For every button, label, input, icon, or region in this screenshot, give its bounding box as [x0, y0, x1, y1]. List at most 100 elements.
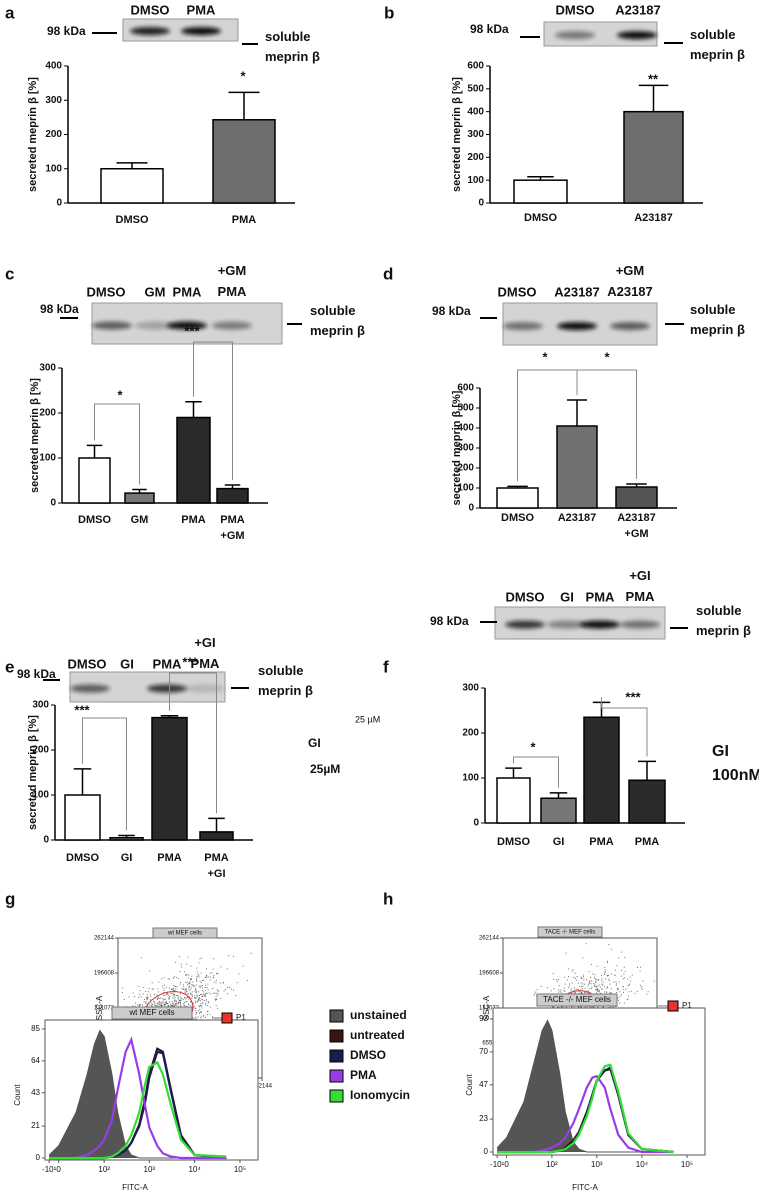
panel-letter: d [383, 264, 393, 283]
bar [79, 458, 110, 503]
event-dot [203, 980, 204, 981]
event-dot [163, 988, 164, 989]
event-dot [188, 988, 189, 989]
event-dot [191, 978, 192, 979]
event-dot [621, 952, 622, 953]
event-dot [137, 1005, 138, 1006]
event-dot [558, 989, 559, 990]
event-dot [202, 1002, 203, 1003]
event-dot [627, 999, 628, 1000]
event-dot [596, 990, 597, 991]
event-dot [194, 995, 195, 996]
event-dot [559, 985, 560, 986]
event-dot [205, 987, 206, 988]
bar [557, 426, 597, 508]
x-tick-label: A23187+GM [617, 512, 656, 540]
event-dot [183, 1003, 184, 1004]
event-dot [190, 989, 191, 990]
lane-label: DMSO [556, 2, 595, 17]
event-dot [588, 990, 589, 991]
event-dot [216, 999, 217, 1000]
event-dot [206, 975, 207, 976]
event-dot [198, 1017, 199, 1018]
event-dot [188, 978, 189, 979]
y-tick-label: 196608 [94, 971, 115, 977]
y-tick-label: 0 [468, 503, 474, 514]
bar [213, 120, 275, 203]
event-dot [185, 982, 186, 983]
y-tick-label: 300 [467, 129, 484, 140]
event-dot [189, 982, 190, 983]
event-dot [185, 975, 186, 976]
event-dot [622, 986, 623, 987]
event-dot [597, 986, 598, 987]
y-axis-title: Count [13, 1084, 22, 1106]
event-dot [135, 1003, 136, 1004]
event-dot [185, 1001, 186, 1002]
event-dot [158, 982, 159, 983]
event-dot [581, 977, 582, 978]
event-dot [616, 983, 617, 984]
event-dot [206, 968, 207, 969]
bar [200, 832, 233, 840]
event-dot [592, 973, 593, 974]
event-dot [205, 1004, 206, 1005]
event-dot [187, 984, 188, 985]
panel-letter: c [5, 264, 14, 283]
blot-band [185, 685, 225, 693]
event-dot [173, 1004, 174, 1005]
event-dot [172, 997, 173, 998]
y-tick-label: 0 [478, 198, 484, 209]
event-dot [190, 1002, 191, 1003]
event-dot [175, 1003, 176, 1004]
event-dot [596, 987, 597, 988]
event-dot [205, 990, 206, 991]
event-dot [557, 981, 558, 982]
event-dot [646, 994, 647, 995]
event-dot [558, 992, 559, 993]
event-dot [139, 994, 140, 995]
event-dot [601, 989, 602, 990]
event-dot [224, 990, 225, 991]
event-dot [169, 988, 170, 989]
x-tick-label: 10³ [144, 1165, 156, 1174]
event-dot [611, 949, 612, 950]
event-dot [225, 989, 226, 990]
event-dot [569, 984, 570, 985]
event-dot [149, 988, 150, 989]
lane-label: DMSO [68, 656, 107, 671]
event-dot [166, 994, 167, 995]
event-dot [630, 981, 631, 982]
event-dot [207, 1011, 208, 1012]
y-tick-label: 300 [32, 700, 49, 711]
event-dot [141, 957, 142, 958]
event-dot [178, 978, 179, 979]
band-label: solublemeprin β [690, 302, 745, 337]
event-dot [173, 1003, 174, 1004]
event-dot [597, 966, 598, 967]
event-dot [211, 972, 212, 973]
event-dot [199, 986, 200, 987]
event-dot [210, 1006, 211, 1007]
event-dot [606, 988, 607, 989]
significance: *** [625, 689, 641, 704]
x-tick-label: 10⁵ [234, 1165, 246, 1174]
y-tick-label: 21 [31, 1121, 40, 1130]
bar [217, 489, 248, 503]
event-dot [214, 993, 215, 994]
bar [152, 718, 187, 840]
event-dot [159, 1001, 160, 1002]
event-dot [593, 983, 594, 984]
x-tick-label: PMA+GI [204, 852, 229, 880]
event-dot [192, 994, 193, 995]
y-tick-label: 200 [45, 129, 62, 140]
event-dot [179, 1001, 180, 1002]
event-dot [177, 995, 178, 996]
event-dot [591, 964, 592, 965]
event-dot [615, 981, 616, 982]
event-dot [163, 1002, 164, 1003]
event-dot [640, 985, 641, 986]
event-dot [597, 989, 598, 990]
event-dot [608, 975, 609, 976]
event-dot [204, 1000, 205, 1001]
